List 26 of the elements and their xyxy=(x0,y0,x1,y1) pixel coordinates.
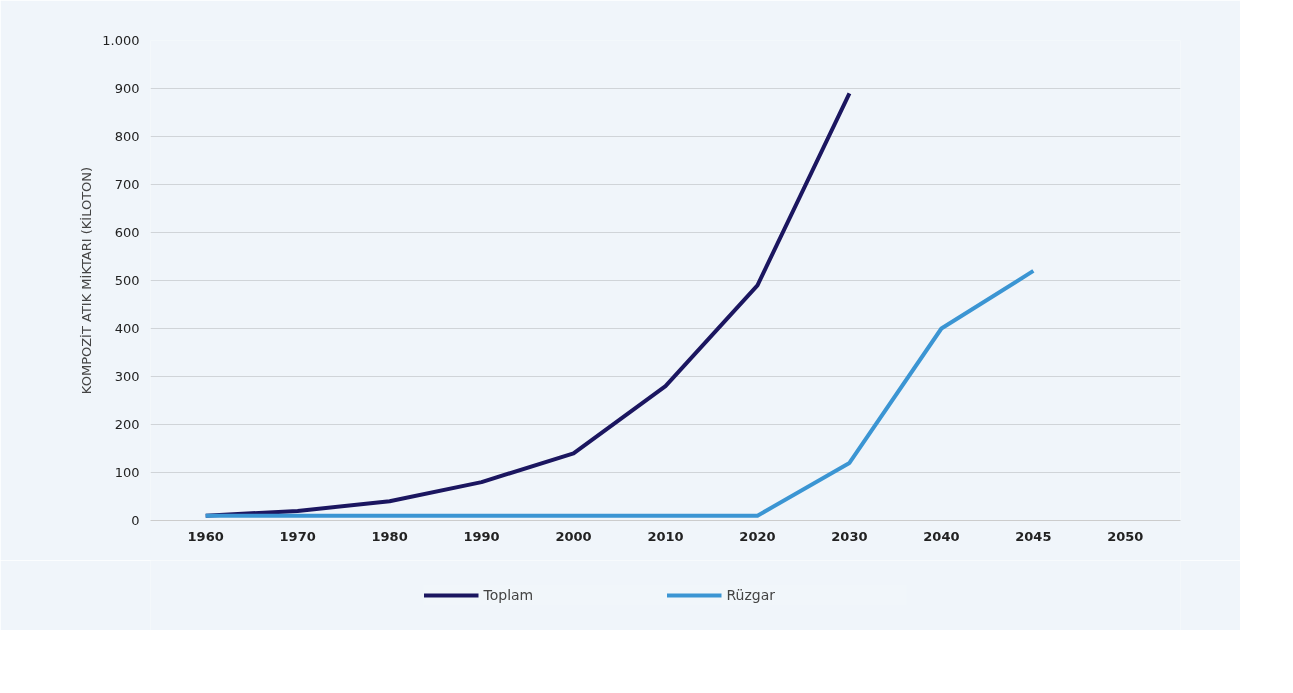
x-tick-label: 2020 xyxy=(739,528,776,544)
y-tick-label: 700 xyxy=(114,177,140,192)
x-tick-label: 1980 xyxy=(371,528,408,544)
legend-label: Rüzgar xyxy=(726,587,777,603)
x-tick-label: 2040 xyxy=(923,528,960,544)
y-tick-label: 900 xyxy=(114,81,140,96)
y-tick-label: 800 xyxy=(114,129,140,144)
x-tick-label: 1970 xyxy=(279,528,316,544)
y-tick-label: 1.000 xyxy=(102,33,140,48)
y-tick-label: 500 xyxy=(114,273,140,288)
x-tick-label: 2050 xyxy=(1107,528,1144,544)
y-tick-label: 100 xyxy=(114,465,140,480)
x-tick-label: 2045 xyxy=(1015,528,1052,544)
y-tick-label: 400 xyxy=(114,321,140,336)
x-tick-label: 2010 xyxy=(647,528,684,544)
x-tick-label: 1960 xyxy=(187,528,224,544)
x-tick-label: 2030 xyxy=(831,528,868,544)
x-tick-label: 1990 xyxy=(463,528,500,544)
x-tick-label: 2000 xyxy=(555,528,592,544)
y-tick-label: 600 xyxy=(114,225,140,240)
y-tick-label: 0 xyxy=(131,513,140,528)
y-tick-label: 200 xyxy=(114,417,140,432)
y-axis-title: KOMPOZİT ATIK MİKTARI (KİLOTON) xyxy=(79,166,95,395)
legend-label: Toplam xyxy=(483,587,535,603)
line-series xyxy=(203,268,1036,518)
y-tick-label: 300 xyxy=(114,369,140,384)
